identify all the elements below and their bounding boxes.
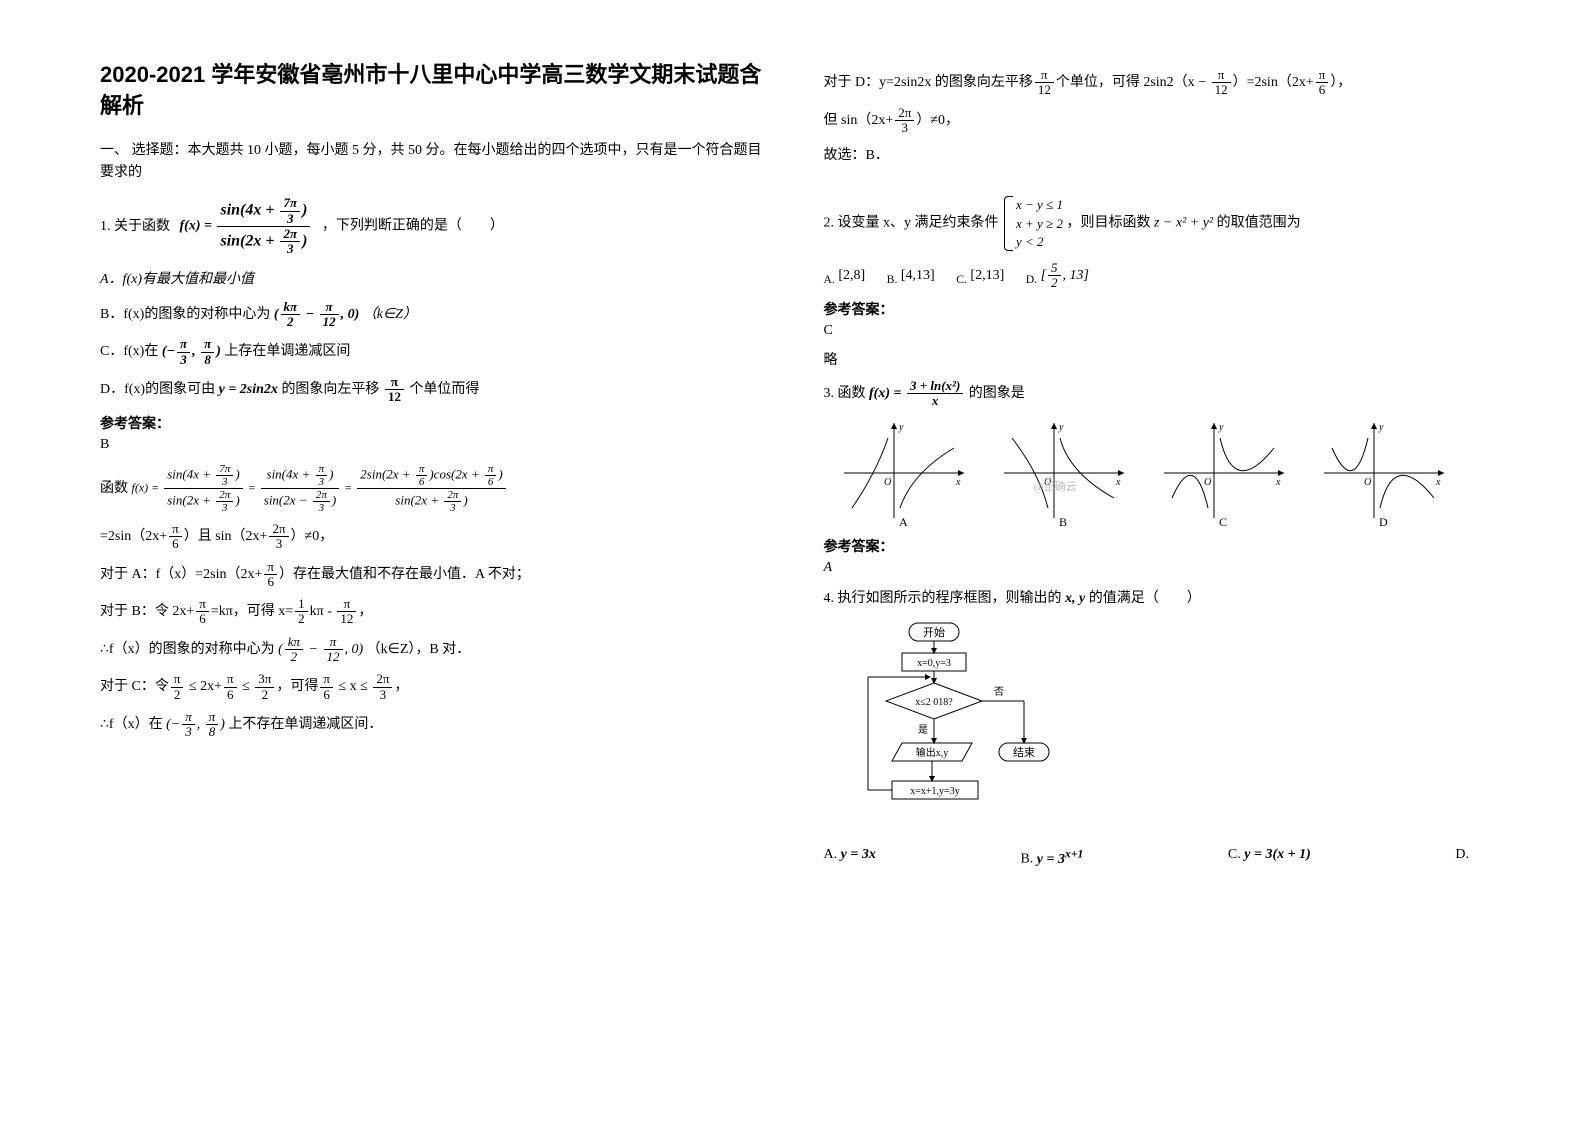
svg-text:开始: 开始: [923, 625, 945, 639]
q1-answer-label: 参考答案：: [100, 413, 764, 433]
q3-func: f(x) = 3 + ln(x²)x: [869, 386, 965, 401]
q2-note: 略: [824, 349, 1488, 369]
svg-text:结束: 结束: [1013, 746, 1035, 759]
svg-text:x: x: [1435, 477, 1441, 488]
question-1: 1. 关于函数 f(x) = sin(4x + 7π3) sin(2x + 2π…: [100, 196, 764, 256]
q1-sol-c2: ∴f（x）在 (−π3, π8) 上不存在单调递减区间．: [100, 710, 764, 740]
page-title: 2020-2021 学年安徽省亳州市十八里中心中学高三数学文期末试题含解析: [100, 60, 764, 122]
q4-opt-c: y = 3(x + 1): [1244, 847, 1311, 862]
svg-text:O: O: [1044, 477, 1051, 488]
q1-sol-b2: ∴f（x）的图象的对称中心为 (kπ2 − π12, 0) （k∈Z），B 对．: [100, 635, 764, 665]
q1-opt-d: D．f(x)的图象可由 y = 2sin2x 的图象向左平移 π12 个单位而得: [100, 375, 764, 405]
q2-objective: z − x² + y²: [1154, 216, 1213, 231]
q3-answer-label: 参考答案：: [824, 536, 1488, 556]
svg-text:x=x+1,y=3y: x=x+1,y=3y: [910, 786, 959, 797]
q4-opt-b: y = 3x+1: [1037, 852, 1084, 867]
q1-opt-a: A．f(x)有最大值和最小值: [100, 267, 764, 292]
q1-func-num: sin(4x + 7π3): [217, 196, 310, 227]
svg-text:x: x: [1275, 477, 1281, 488]
q4-opt-a: y = 3x: [841, 847, 876, 862]
question-4: 4. 执行如图所示的程序框图，则输出的 x, y 的值满足（ ）: [824, 586, 1488, 611]
q1-d-shift: π12: [385, 375, 404, 405]
svg-text:x=0,y=3: x=0,y=3: [917, 658, 951, 669]
svg-text:x: x: [1115, 477, 1121, 488]
q1-answer: B: [100, 437, 764, 453]
q3-chart-row: O x y A O x y B: [824, 418, 1488, 528]
q2-options: A. [2,8] B. [4,13] C. [2,13] D. [52, 13]: [824, 261, 1488, 291]
q4-options: A. y = 3x B. y = 3x+1 C. y = 3(x + 1) D.: [824, 847, 1488, 868]
question-3: 3. 函数 f(x) = 3 + ln(x²)x 的图象是: [824, 379, 1488, 409]
q1-sol-d1: 对于 D：y=2sin2x 的图象向左平移π12个单位，可得 2sin2（x −…: [824, 68, 1488, 98]
q1-func-den: sin(2x + 2π3): [217, 227, 310, 257]
svg-text:输出x,y: 输出x,y: [915, 746, 948, 759]
q2-answer: C: [824, 323, 1488, 339]
q1-conclusion: 故选：B．: [824, 143, 1488, 168]
q1-sol-c1: 对于 C：令π2 ≤ 2x+π6 ≤ 3π2，可得π6 ≤ x ≤ 2π3，: [100, 672, 764, 702]
q1-opt-b: B．f(x)的图象的对称中心为 (kπ2 − π12, 0) （k∈Z）: [100, 300, 764, 330]
q1-sol-line1: 函数 f(x) = sin(4x + 7π3) sin(2x + 2π3) = …: [100, 463, 764, 514]
question-2: 2. 设变量 x、y 满足约束条件 x − y ≤ 1 x + y ≥ 2 y …: [824, 196, 1488, 251]
svg-text:y: y: [1378, 422, 1384, 433]
svg-text:否: 否: [994, 686, 1004, 698]
svg-text:x: x: [955, 477, 961, 488]
svg-text:y: y: [898, 422, 904, 433]
svg-text:是: 是: [918, 724, 928, 736]
q2-system: x − y ≤ 1 x + y ≥ 2 y < 2: [1002, 196, 1063, 251]
q1-sol-a: 对于 A：f（x）=2sin（2x+π6）存在最大值和不存在最小值．A 不对；: [100, 560, 764, 590]
svg-text:A: A: [899, 515, 908, 528]
svg-text:y: y: [1218, 422, 1224, 433]
svg-text:y: y: [1058, 422, 1064, 433]
svg-text:C: C: [1219, 515, 1227, 528]
q1-sol-d2: 但 sin（2x+2π3）≠0，: [824, 106, 1488, 136]
q4-var: x, y: [1065, 591, 1089, 606]
svg-text:x≤2 018?: x≤2 018?: [915, 697, 953, 708]
q1-opt-c: C．f(x)在 (−π3, π8) 上存在单调递减区间: [100, 337, 764, 367]
q4-flowchart: 开始 x=0,y=3 x≤2 018? 否 是 输出x,y 结束: [854, 621, 1084, 841]
svg-text:O: O: [1204, 477, 1211, 488]
svg-text:O: O: [1364, 477, 1371, 488]
q3-plots: O x y A O x y B: [824, 418, 1464, 528]
svg-text:D: D: [1379, 515, 1388, 528]
q1-sol-line2: =2sin（2x+π6）且 sin（2x+2π3）≠0，: [100, 522, 764, 552]
q1-tail: ，下列判断正确的是（ ）: [322, 219, 504, 234]
q2-answer-label: 参考答案：: [824, 299, 1488, 319]
left-column: 2020-2021 学年安徽省亳州市十八里中心中学高三数学文期末试题含解析 一、…: [100, 60, 764, 874]
q3-answer: A: [824, 560, 1488, 576]
svg-text:O: O: [884, 477, 891, 488]
q1-prefix: 1. 关于函数: [100, 214, 170, 239]
q2-opt-d-expr: [52, 13]: [1041, 268, 1089, 283]
q1-sol-b1: 对于 B：令 2x+π6=kπ，可得 x=12kπ - π12，: [100, 597, 764, 627]
section-intro: 一、 选择题：本大题共 10 小题，每小题 5 分，共 50 分。在每小题给出的…: [100, 140, 764, 185]
q1-d-eq: y = 2sin2x: [219, 382, 282, 397]
q1-b-center: (kπ2 − π12, 0): [274, 307, 359, 322]
q1-c-interval: (−π3, π8): [162, 344, 221, 359]
right-column: 对于 D：y=2sin2x 的图象向左平移π12个单位，可得 2sin2（x −…: [824, 60, 1488, 874]
svg-text:B: B: [1059, 515, 1067, 528]
